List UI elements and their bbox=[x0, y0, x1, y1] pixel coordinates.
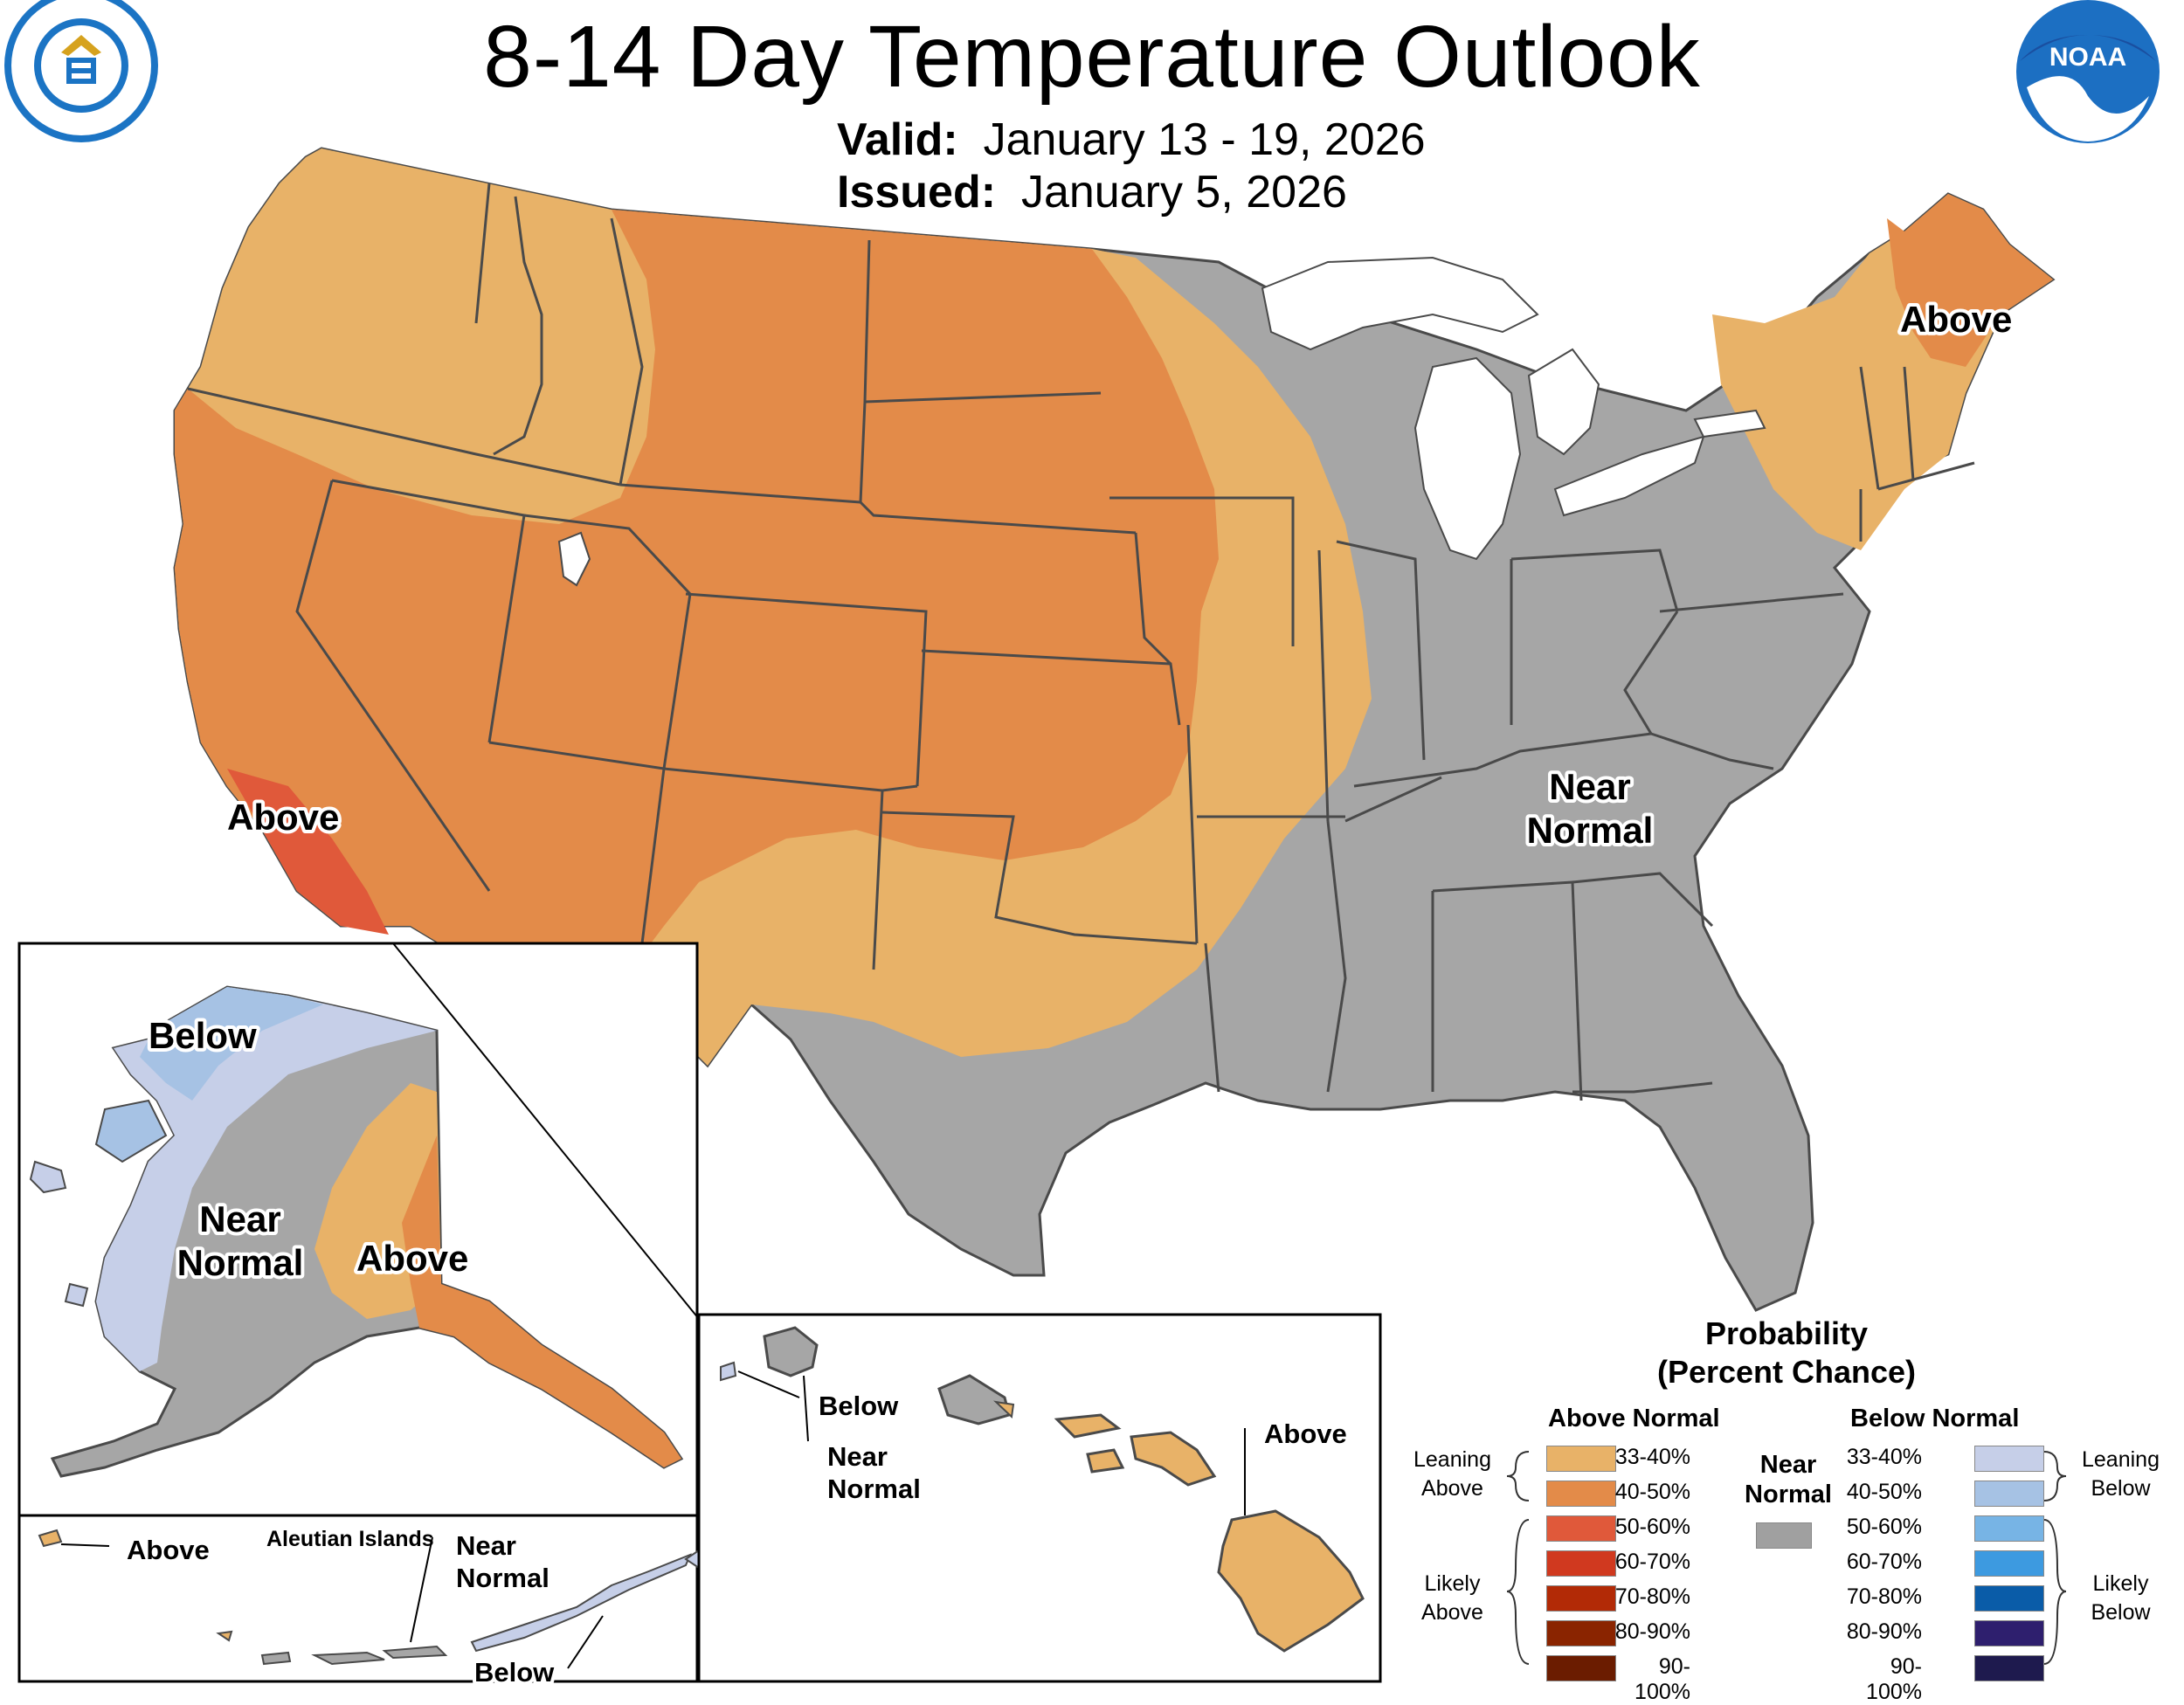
legend-below-label: 70-80% bbox=[1846, 1584, 1922, 1609]
valid-line: Valid: January 13 - 19, 2026 bbox=[837, 114, 1426, 166]
legend-likely-below: Likely Below bbox=[2066, 1570, 2175, 1627]
legend-below-label: 80-90% bbox=[1846, 1619, 1922, 1644]
legend-above-label: 70-80% bbox=[1614, 1584, 1690, 1609]
label-below-aleutians: Below bbox=[474, 1657, 555, 1688]
leaning-above-line-2: Above bbox=[1421, 1476, 1483, 1501]
noaa-logo: NOAA bbox=[2016, 0, 2160, 143]
legend-below-swatch bbox=[1974, 1446, 2044, 1472]
legend-near-normal-swatch bbox=[1756, 1522, 1812, 1549]
leaning-below-line-2: Below bbox=[2091, 1476, 2151, 1501]
label-near-normal-conus-1: Near bbox=[1549, 766, 1630, 807]
legend-below-swatch bbox=[1974, 1515, 2044, 1542]
near-normal-line-2: Normal bbox=[1745, 1481, 1832, 1508]
legend-below-header: Below Normal bbox=[1850, 1405, 2020, 1432]
legend-below-label: 50-60% bbox=[1846, 1515, 1922, 1539]
legend-below-label: 33-40% bbox=[1846, 1445, 1922, 1469]
noaa-text: NOAA bbox=[2049, 43, 2126, 72]
label-above-alaska: Above bbox=[356, 1238, 468, 1279]
issued-label: Issued: bbox=[837, 167, 997, 217]
label-near-normal-hawaii-2: Normal bbox=[827, 1474, 921, 1504]
hawaii-inset bbox=[697, 1313, 1382, 1683]
label-above-california: Above bbox=[227, 797, 339, 838]
conus-region bbox=[173, 147, 2056, 1312]
legend-title-2: (Percent Chance) bbox=[1656, 1354, 1917, 1390]
label-below-alaska: Below bbox=[149, 1015, 257, 1056]
likely-below-line-1: Likely bbox=[2092, 1571, 2149, 1596]
legend-above-label: 40-50% bbox=[1614, 1480, 1690, 1504]
label-near-normal-aleutians-2: Normal bbox=[456, 1563, 549, 1593]
legend-above-swatch bbox=[1546, 1655, 1616, 1681]
doc-seal-logo bbox=[4, 0, 158, 142]
legend-braces bbox=[1506, 1451, 2067, 1665]
legend-below-swatch bbox=[1974, 1481, 2044, 1507]
likely-above-line-1: Likely bbox=[1424, 1571, 1481, 1596]
legend-above-swatch bbox=[1546, 1481, 1616, 1507]
legend-above-swatch bbox=[1546, 1585, 1616, 1612]
label-above-aleutians: Above bbox=[127, 1535, 210, 1565]
legend-below-label: 40-50% bbox=[1846, 1480, 1922, 1504]
alaska-inset bbox=[17, 942, 700, 1683]
legend-below-swatch bbox=[1974, 1585, 2044, 1612]
legend-title-1: Probability bbox=[1704, 1315, 1869, 1351]
legend-below-label: 90-100% bbox=[1866, 1654, 1922, 1704]
label-above-hawaii: Above bbox=[1264, 1419, 1347, 1449]
label-near-normal-alaska-1: Near bbox=[199, 1198, 280, 1239]
leaning-below-line-1: Leaning bbox=[2082, 1447, 2160, 1472]
legend-above-swatch bbox=[1546, 1550, 1616, 1577]
legend-below-label: 60-70% bbox=[1846, 1550, 1922, 1574]
likely-above-line-2: Above bbox=[1421, 1600, 1483, 1625]
legend-likely-above: Likely Above bbox=[1398, 1570, 1507, 1627]
legend-above-label: 33-40% bbox=[1614, 1445, 1690, 1469]
legend-above-label: 50-60% bbox=[1614, 1515, 1690, 1539]
legend-near-normal: Near Normal bbox=[1740, 1450, 1836, 1509]
legend-leaning-above: Leaning Above bbox=[1398, 1446, 1507, 1503]
label-aleutian-islands: Aleutian Islands bbox=[266, 1527, 434, 1551]
likely-below-line-2: Below bbox=[2091, 1600, 2151, 1625]
valid-value: January 13 - 19, 2026 bbox=[983, 114, 1426, 165]
legend: Probability (Percent Chance) Above Norma… bbox=[1398, 1315, 2175, 1704]
label-below-hawaii: Below bbox=[819, 1391, 899, 1421]
label-above-northeast: Above bbox=[1900, 299, 2012, 340]
map-title: 8-14 Day Temperature Outlook bbox=[483, 8, 1701, 106]
legend-above-swatch bbox=[1546, 1515, 1616, 1542]
label-near-normal-conus-2: Normal bbox=[1527, 810, 1654, 851]
leaning-above-line-1: Leaning bbox=[1413, 1447, 1491, 1472]
issued-value: January 5, 2026 bbox=[1020, 167, 1347, 217]
near-normal-line-1: Near bbox=[1759, 1451, 1817, 1479]
legend-below-swatch bbox=[1974, 1655, 2044, 1681]
legend-above-header: Above Normal bbox=[1548, 1405, 1720, 1432]
label-near-normal-hawaii-1: Near bbox=[827, 1441, 888, 1472]
label-near-normal-aleutians-1: Near bbox=[456, 1530, 516, 1561]
label-near-normal-alaska-2: Normal bbox=[177, 1242, 304, 1283]
valid-label: Valid: bbox=[837, 114, 958, 165]
legend-above-swatch bbox=[1546, 1620, 1616, 1646]
legend-below-swatch bbox=[1974, 1550, 2044, 1577]
legend-above-swatch bbox=[1546, 1446, 1616, 1472]
legend-leaning-below: Leaning Below bbox=[2066, 1446, 2175, 1503]
legend-below-swatch bbox=[1974, 1620, 2044, 1646]
legend-above-label: 60-70% bbox=[1614, 1550, 1690, 1574]
issued-line: Issued: January 5, 2026 bbox=[837, 166, 1347, 218]
legend-above-label: 80-90% bbox=[1614, 1619, 1690, 1644]
legend-above-label: 90-100% bbox=[1635, 1654, 1690, 1704]
